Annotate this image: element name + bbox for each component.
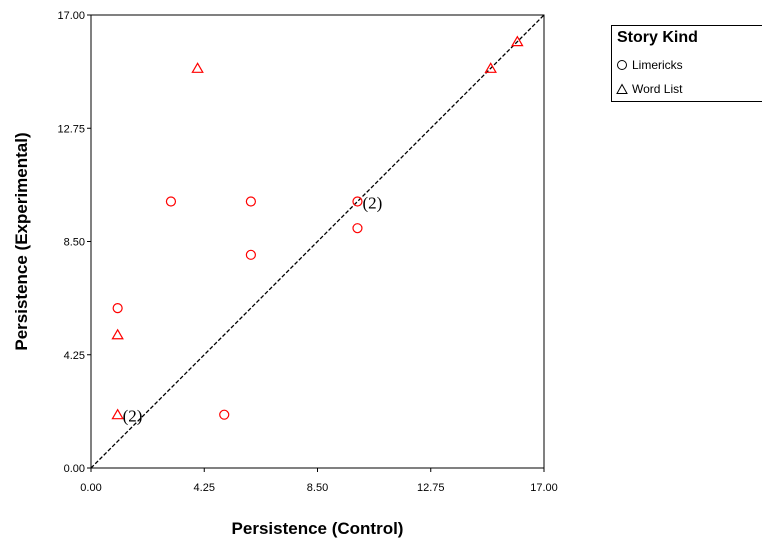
data-point-circle: [245, 249, 256, 260]
data-point-circle: [165, 196, 177, 207]
legend-item-word-list: Word List: [616, 82, 682, 96]
reference-line-layer: [90, 14, 545, 469]
y-tick-label: 4.25: [64, 350, 85, 362]
data-point-circle: [352, 196, 363, 207]
y-tick-label: 0.00: [64, 463, 85, 475]
triangle-marker-icon: [616, 83, 628, 94]
y-tick-label: 8.50: [64, 237, 85, 249]
x-tick-label: 0.00: [80, 482, 101, 494]
legend-item-limericks: Limericks: [616, 58, 683, 72]
data-point-circle: [112, 303, 123, 314]
data-point-triangle: [191, 62, 204, 73]
x-tick-label: 4.25: [194, 482, 215, 494]
legend-label-word-list: Word List: [632, 82, 683, 96]
data-point-circle: [219, 409, 230, 420]
point-count-annotation: (2): [123, 407, 143, 426]
data-point-circle: [245, 196, 256, 207]
point-count-annotation: (2): [362, 194, 382, 213]
legend-title: Story Kind: [617, 29, 698, 46]
x-axis-title: Persistence (Control): [232, 519, 404, 538]
x-axis: 0.00 4.25 8.50 12.75 17.00: [80, 468, 558, 494]
legend: Story Kind Limericks Word List: [611, 25, 762, 102]
y-tick-label: 12.75: [57, 123, 85, 135]
data-point-triangle: [484, 62, 497, 73]
reference-line: [90, 14, 545, 469]
points-layer: [111, 35, 524, 420]
data-point-triangle: [111, 408, 124, 420]
data-point-triangle: [511, 35, 524, 47]
y-axis-title: Persistence (Experimental): [12, 132, 31, 350]
data-point-circle: [352, 223, 363, 234]
data-point-triangle: [111, 328, 124, 340]
y-axis: 0.00 4.25 8.50 12.75 17.00: [57, 10, 91, 475]
y-tick-label: 17.00: [57, 10, 85, 22]
annotations-layer: (2) (2): [123, 194, 383, 426]
legend-label-limericks: Limericks: [632, 58, 683, 72]
x-tick-label: 17.00: [530, 482, 558, 494]
circle-marker-icon: [617, 60, 627, 70]
x-tick-label: 8.50: [307, 482, 328, 494]
x-tick-label: 12.75: [417, 482, 445, 494]
